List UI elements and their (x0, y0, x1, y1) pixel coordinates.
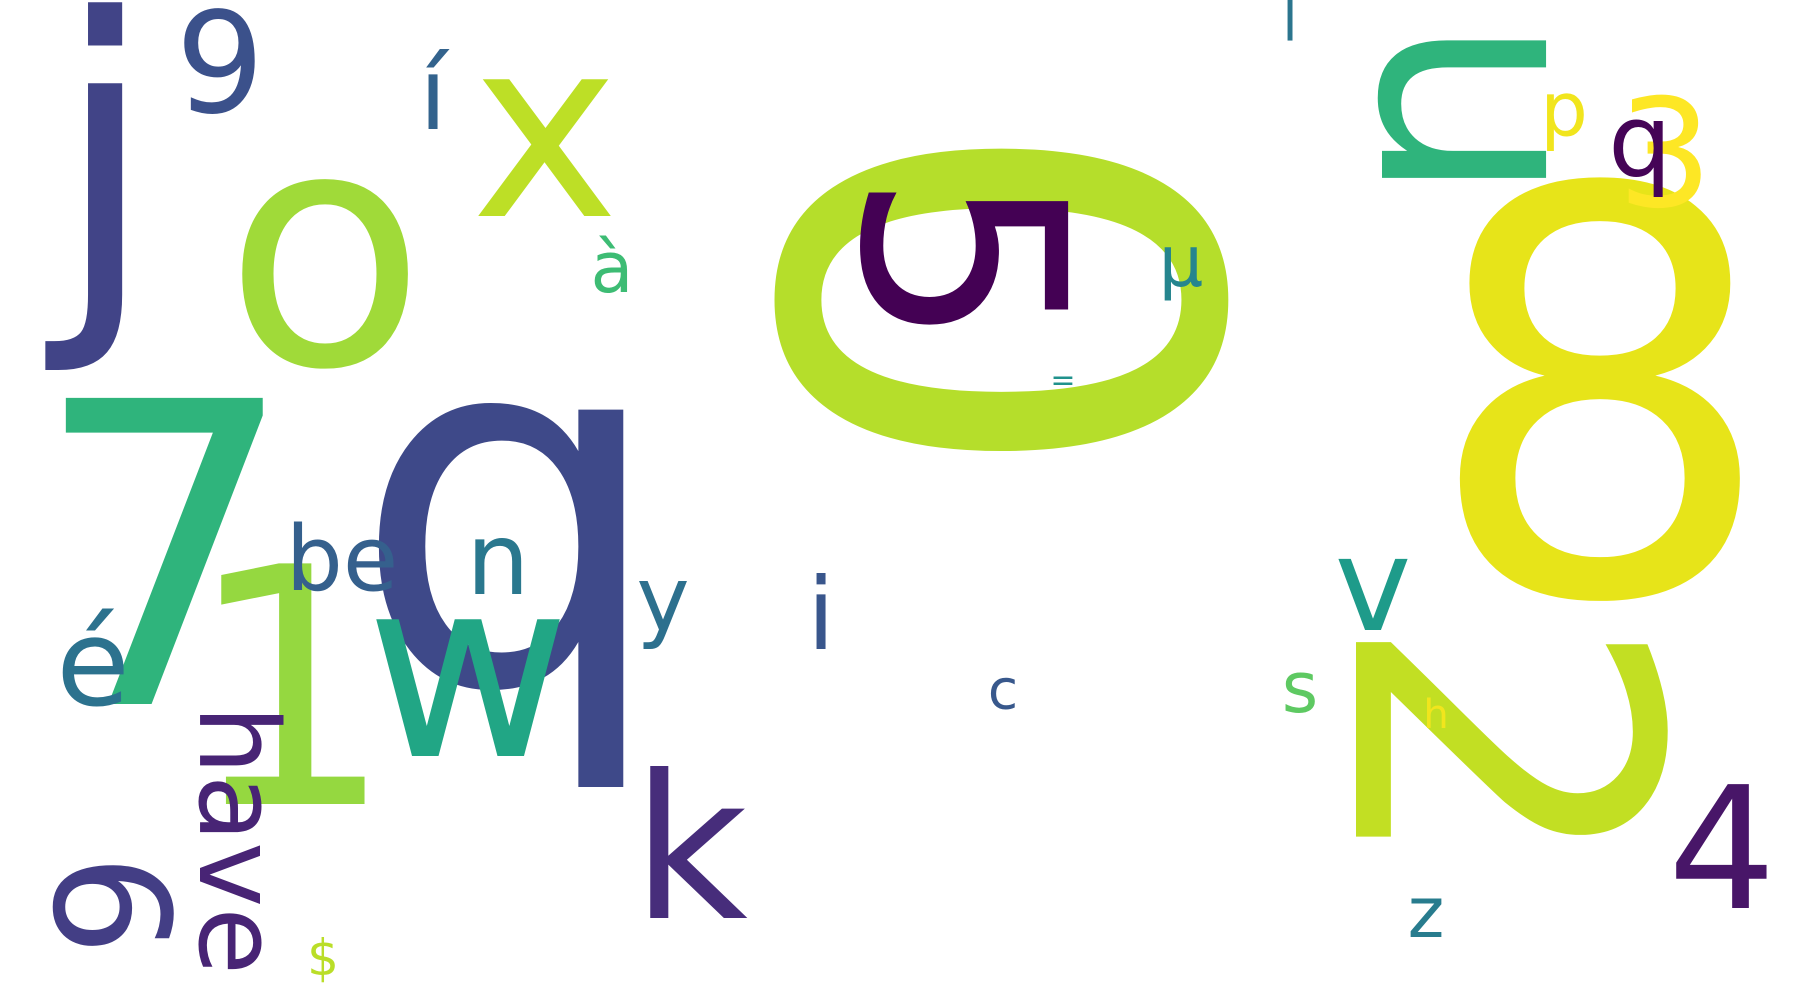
word-1: 1 (185, 498, 395, 882)
word-q: q (351, 219, 669, 801)
word-mu: µ (1158, 221, 1204, 303)
word-w: w (365, 524, 571, 815)
word-5: 5 (797, 170, 1123, 350)
word-6: 6 (17, 854, 204, 956)
word-k: k (632, 733, 748, 966)
word-e-acute: é (56, 595, 130, 734)
word-have: have (174, 705, 302, 975)
word-4: 4 (1667, 751, 1777, 949)
word-x: x (471, 0, 619, 275)
word-7: 7 (31, 315, 299, 804)
word-c: c (987, 657, 1019, 722)
word-h: h (1423, 692, 1449, 738)
word-be: be (285, 507, 399, 612)
word-equals: = (1050, 363, 1076, 398)
word-v: v (1334, 509, 1412, 661)
word-s: s (1281, 647, 1319, 729)
word-9: 9 (175, 0, 265, 146)
word-b: b (1608, 97, 1672, 214)
word-8: 8 (1421, 74, 1779, 726)
word-p: p (1540, 65, 1588, 154)
word-dollar: $ (307, 929, 339, 987)
word-y: y (636, 547, 690, 652)
word-3: 3 (1617, 68, 1713, 242)
word-z: z (1407, 872, 1445, 954)
word-i: i (807, 556, 835, 673)
word-j: j (52, 0, 158, 381)
word-i-acute: í (419, 36, 447, 153)
word-a-grave: à (590, 227, 634, 309)
word-u: u (1311, 14, 1660, 206)
word-n: n (466, 501, 530, 618)
word-o: o (224, 58, 426, 442)
word-l: l (1282, 0, 1298, 54)
